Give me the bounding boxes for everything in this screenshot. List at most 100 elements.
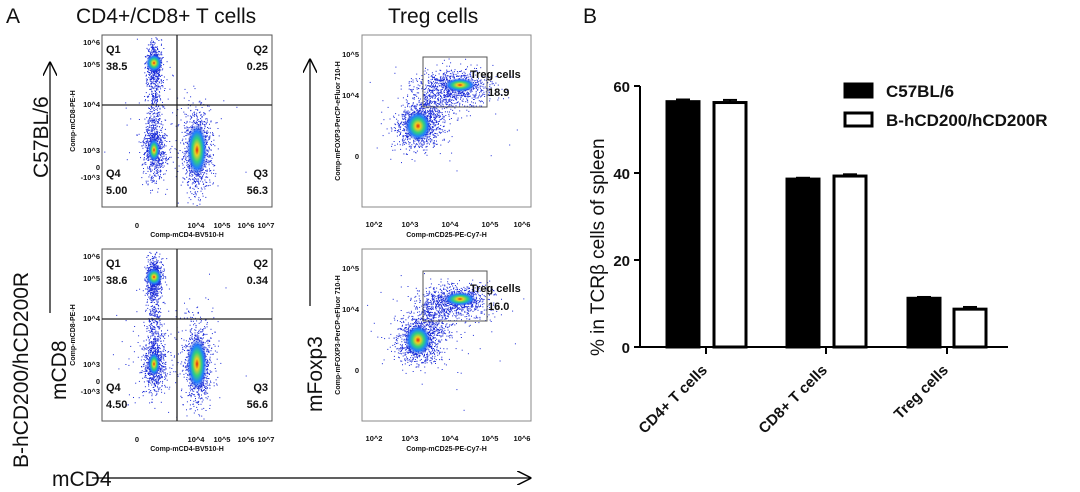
event-dot	[206, 118, 208, 120]
event-dot	[136, 134, 138, 136]
event-dot	[481, 100, 483, 102]
event-dot	[445, 99, 447, 101]
event-dot	[151, 76, 153, 78]
event-dot	[416, 95, 418, 97]
event-dot	[421, 146, 423, 148]
event-dot	[209, 137, 211, 139]
event-dot	[402, 137, 404, 139]
event-dot	[154, 168, 155, 170]
panel-a-label: A	[6, 5, 20, 28]
event-dot	[431, 129, 433, 131]
event-dot	[161, 165, 163, 167]
event-dot	[161, 140, 163, 142]
event-dot	[435, 81, 437, 83]
event-dot	[158, 162, 159, 164]
event-dot	[187, 134, 189, 136]
event-dot	[142, 141, 144, 143]
event-dot	[162, 68, 164, 70]
event-dot	[443, 90, 445, 92]
event-dot	[472, 79, 474, 81]
event-dot	[478, 71, 480, 73]
event-dot	[403, 130, 405, 132]
event-dot	[428, 116, 430, 118]
event-dot	[163, 152, 165, 154]
event-dot	[408, 103, 410, 104]
event-dot	[468, 110, 470, 112]
event-dot	[150, 81, 152, 82]
event-dot	[156, 49, 158, 51]
event-dot	[458, 75, 460, 77]
event-dot	[429, 133, 430, 135]
event-dot	[457, 94, 459, 96]
event-dot	[161, 177, 162, 179]
event-dot	[491, 81, 493, 83]
event-dot	[437, 124, 439, 125]
event-dot	[146, 68, 148, 69]
event-dot	[154, 267, 156, 269]
event-dot	[438, 85, 440, 87]
event-dot	[408, 81, 410, 83]
event-dot	[475, 82, 477, 84]
event-dot	[142, 147, 144, 149]
event-dot	[433, 95, 434, 97]
event-dot	[193, 114, 195, 116]
event-dot	[400, 122, 402, 124]
event-dot	[436, 121, 438, 123]
event-dot	[402, 135, 404, 137]
event-dot	[434, 87, 436, 89]
event-dot	[157, 135, 159, 137]
event-dot	[149, 117, 151, 119]
event-dot	[449, 118, 451, 120]
event-dot	[200, 124, 202, 126]
event-dot	[394, 149, 396, 151]
event-dot	[452, 76, 454, 78]
event-dot	[476, 79, 478, 81]
event-dot	[435, 119, 437, 121]
event-dot	[162, 82, 164, 84]
event-dot	[446, 78, 448, 80]
event-dot	[436, 82, 438, 84]
event-dot	[416, 88, 418, 90]
event-dot	[188, 178, 190, 180]
event-dot	[151, 107, 152, 109]
event-dot	[160, 154, 161, 156]
event-dot	[157, 80, 158, 82]
event-dot	[464, 95, 466, 97]
event-dot	[159, 171, 161, 172]
event-dot	[149, 135, 151, 137]
event-dot	[434, 79, 436, 81]
event-dot	[411, 91, 413, 93]
event-dot	[433, 146, 435, 147]
event-dot	[161, 58, 163, 60]
event-dot	[202, 176, 203, 178]
event-dot	[436, 78, 438, 80]
event-dot	[454, 107, 456, 109]
event-dot	[196, 115, 198, 117]
event-dot	[156, 287, 158, 289]
event-dot	[460, 77, 462, 79]
event-dot	[156, 105, 157, 107]
event-dot	[391, 130, 393, 132]
event-dot	[394, 72, 396, 74]
event-dot	[159, 165, 161, 167]
row-label-hcd200: B-hCD200/hCD200R	[10, 272, 33, 468]
event-dot	[440, 124, 442, 126]
event-dot	[162, 85, 164, 86]
event-dot	[436, 89, 438, 91]
event-dot	[143, 163, 145, 165]
event-dot	[455, 113, 457, 115]
event-dot	[441, 88, 443, 90]
event-dot	[432, 122, 434, 124]
event-dot	[157, 115, 159, 117]
event-dot	[158, 163, 160, 164]
event-dot	[407, 112, 409, 114]
event-dot	[149, 126, 150, 128]
event-dot	[194, 196, 195, 198]
event-dot	[446, 95, 448, 97]
event-dot	[497, 99, 499, 101]
event-dot	[210, 161, 212, 163]
event-dot	[433, 117, 435, 119]
event-dot	[161, 121, 163, 123]
event-dot	[500, 94, 502, 96]
event-dot	[205, 185, 206, 187]
